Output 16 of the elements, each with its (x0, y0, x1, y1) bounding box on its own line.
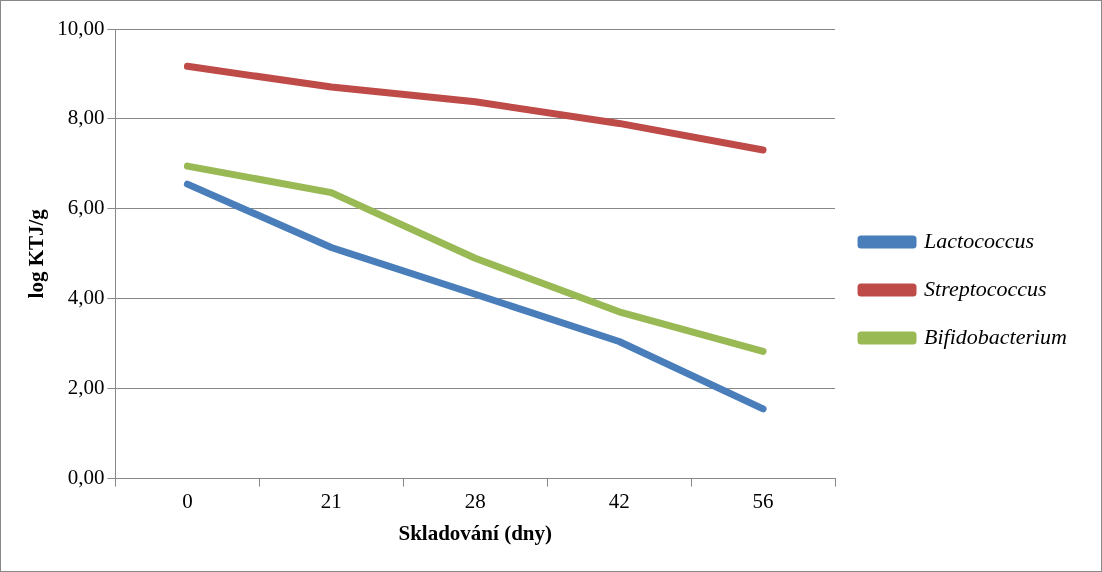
x-tick-label: 21 (320, 488, 342, 513)
x-axis-title: Skladování (dny) (398, 520, 552, 545)
legend-label: Lactococcus (923, 227, 1034, 253)
x-tick-label: 56 (752, 488, 774, 513)
legend-label: Bifidobacterium (924, 323, 1068, 349)
x-tick-label: 42 (608, 488, 630, 513)
y-tick-label: 4,00 (67, 285, 105, 310)
y-tick-label: 10,00 (57, 15, 105, 40)
x-tick-label: 0 (182, 488, 193, 513)
y-tick-label: 6,00 (67, 195, 105, 220)
y-tick-label: 2,00 (67, 375, 105, 400)
x-tick-label: 28 (464, 488, 486, 513)
legend-label: Streptococcus (924, 275, 1047, 301)
y-tick-label: 0,00 (67, 465, 105, 490)
y-tick-label: 8,00 (67, 105, 105, 130)
y-axis-title: log KTJ/g (24, 208, 49, 299)
